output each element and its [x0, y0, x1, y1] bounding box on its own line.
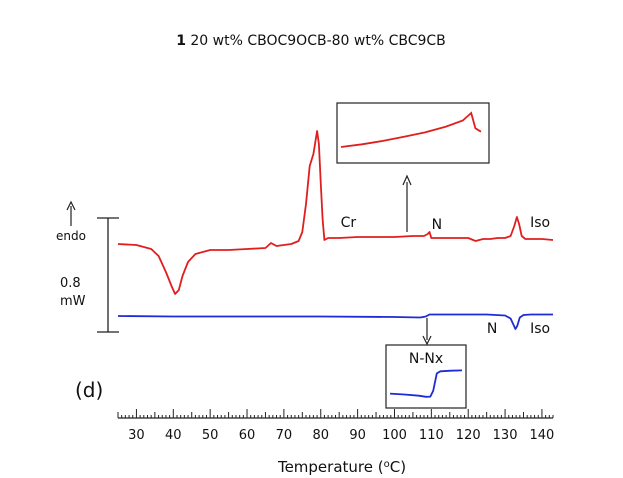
series-0-label: N: [432, 217, 442, 233]
inset-cr-n-frame: [336, 102, 490, 164]
x-tick-label: 40: [165, 428, 182, 443]
inset-n-nx-arrow-head: [422, 335, 432, 346]
inset-n-nx: N-Nx: [385, 344, 467, 409]
chart-title: 1 20 wt% CBOC9OCB-80 wt% CBC9CB: [176, 33, 446, 49]
series-1-label: N: [487, 321, 497, 337]
chart-title-bold: 1: [176, 33, 186, 49]
scale-bar-value: 0.8: [60, 276, 81, 291]
x-tick-label: 110: [419, 428, 444, 443]
series-1-line: [117, 313, 553, 330]
x-tick-label: 120: [456, 428, 481, 443]
series-1-label: Iso: [530, 321, 550, 337]
inset-n-nx-line: [389, 369, 463, 398]
endo-arrow-head: [66, 200, 76, 211]
x-tick-label: 130: [493, 428, 518, 443]
x-tick-label: 70: [276, 428, 293, 443]
inset-cr-n: [336, 102, 490, 164]
series-0-line: [117, 130, 554, 295]
series-0-label: Cr: [341, 215, 357, 231]
plot-area: 30 40 50 60 70 80 90 100 110 120 130 140 Cr N Iso N Iso: [117, 130, 555, 443]
inset-cr-n-line: [340, 111, 482, 148]
scale-bar-unit: mW: [60, 294, 86, 309]
inset-n-nx-title: N-Nx: [409, 351, 443, 367]
inset-cr-n-arrow-head: [402, 174, 412, 186]
panel-label: (d): [75, 378, 103, 402]
scale-bar: endo 0.8 mW: [56, 229, 86, 309]
x-tick-label: 30: [128, 428, 145, 443]
x-axis-label: Temperature (oC): [277, 458, 406, 476]
x-tick-label: 50: [202, 428, 219, 443]
endo-label: endo: [56, 229, 86, 243]
x-tick-label: 140: [530, 428, 555, 443]
x-axis-label-sup: o: [384, 459, 390, 470]
x-axis-label-main: Temperature (: [277, 458, 384, 476]
x-tick-label: 60: [239, 428, 256, 443]
x-tick-label: 90: [349, 428, 366, 443]
x-axis-label-end: C): [390, 458, 406, 476]
x-tick-label: 80: [312, 428, 329, 443]
series-0-label: Iso: [530, 215, 550, 231]
chart-title-rest: 20 wt% CBOC9OCB-80 wt% CBC9CB: [186, 33, 446, 49]
x-tick-label: 100: [382, 428, 407, 443]
